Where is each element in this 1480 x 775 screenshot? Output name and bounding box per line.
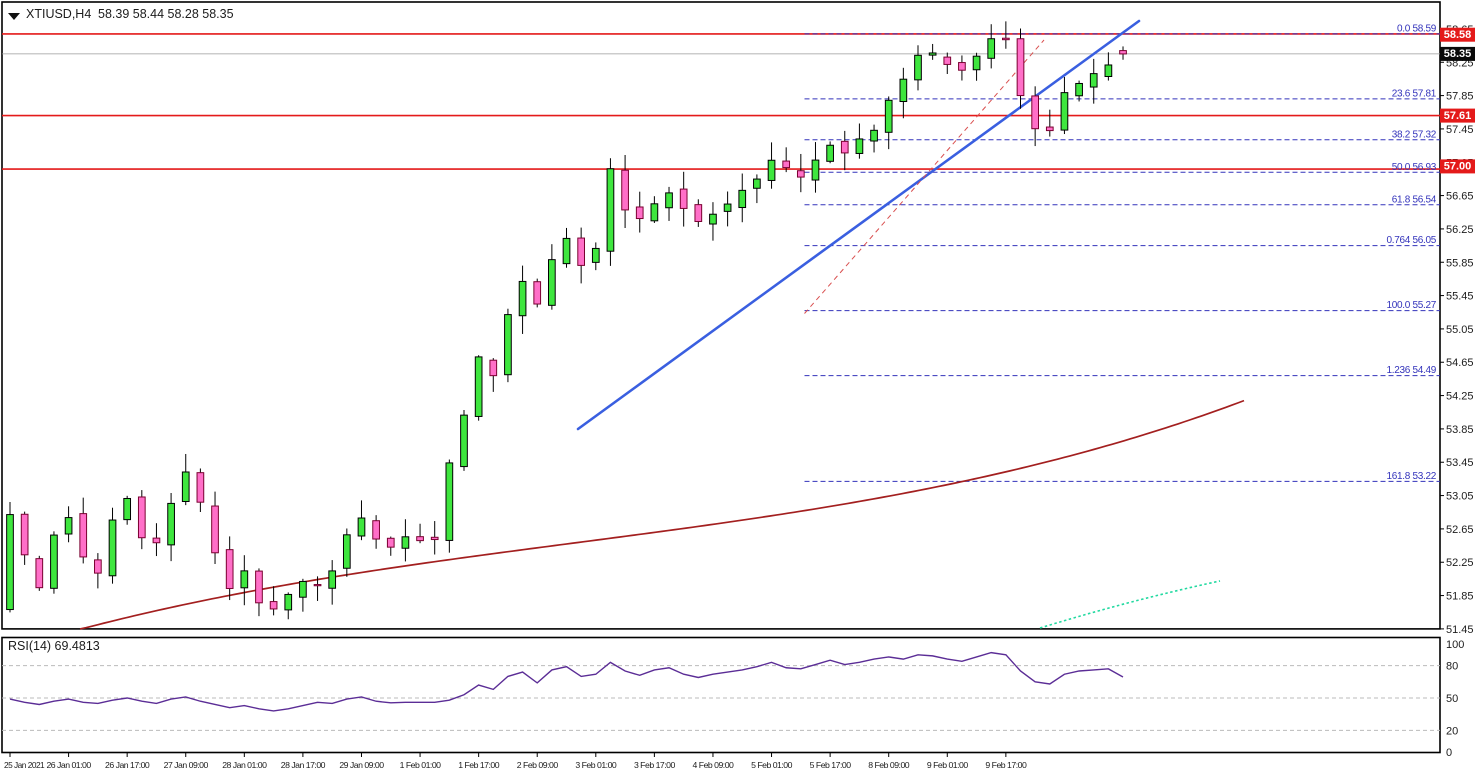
svg-text:5 Feb 17:00: 5 Feb 17:00 [810, 760, 852, 770]
svg-text:52.65: 52.65 [1446, 524, 1474, 536]
svg-text:55.85: 55.85 [1446, 257, 1474, 269]
svg-text:53.85: 53.85 [1446, 424, 1474, 436]
svg-text:3 Feb 01:00: 3 Feb 01:00 [575, 760, 617, 770]
svg-text:51.85: 51.85 [1446, 591, 1474, 603]
svg-text:56.65: 56.65 [1446, 191, 1474, 203]
svg-text:52.25: 52.25 [1446, 557, 1474, 569]
svg-text:4 Feb 09:00: 4 Feb 09:00 [693, 760, 735, 770]
svg-text:53.45: 53.45 [1446, 457, 1474, 469]
svg-text:26 Jan 17:00: 26 Jan 17:00 [105, 760, 150, 770]
svg-text:29 Jan 09:00: 29 Jan 09:00 [339, 760, 384, 770]
svg-text:0.764 56.05: 0.764 56.05 [1386, 235, 1436, 246]
svg-text:57.61: 57.61 [1444, 110, 1472, 122]
svg-text:58.35: 58.35 [1444, 48, 1472, 60]
svg-text:161.8 53.22: 161.8 53.22 [1386, 471, 1436, 482]
svg-text:9 Feb 17:00: 9 Feb 17:00 [985, 760, 1027, 770]
svg-text:61.8 56.54: 61.8 56.54 [1392, 194, 1437, 205]
svg-text:5 Feb 01:00: 5 Feb 01:00 [751, 760, 793, 770]
svg-text:0.0 58.59: 0.0 58.59 [1397, 23, 1437, 34]
svg-text:57.85: 57.85 [1446, 91, 1474, 103]
svg-text:23.6 57.81: 23.6 57.81 [1392, 88, 1437, 99]
svg-text:57.00: 57.00 [1444, 161, 1472, 173]
svg-text:RSI(14) 69.4813: RSI(14) 69.4813 [8, 639, 100, 653]
svg-text:58.39 58.44 58.28 58.35: 58.39 58.44 58.28 58.35 [98, 7, 234, 21]
svg-text:20: 20 [1446, 725, 1458, 737]
svg-text:50: 50 [1446, 693, 1458, 705]
svg-text:50.0 56.93: 50.0 56.93 [1392, 162, 1437, 173]
svg-text:1 Feb 01:00: 1 Feb 01:00 [400, 760, 442, 770]
svg-text:56.25: 56.25 [1446, 224, 1474, 236]
svg-text:57.45: 57.45 [1446, 124, 1474, 136]
svg-text:80: 80 [1446, 661, 1458, 673]
svg-text:1 Feb 17:00: 1 Feb 17:00 [458, 760, 500, 770]
svg-text:38.2 57.32: 38.2 57.32 [1392, 129, 1437, 140]
svg-text:8 Feb 09:00: 8 Feb 09:00 [868, 760, 910, 770]
svg-text:25 Jan 2021: 25 Jan 2021 [4, 760, 45, 770]
svg-text:55.45: 55.45 [1446, 291, 1474, 303]
svg-text:28 Jan 17:00: 28 Jan 17:00 [281, 760, 326, 770]
svg-text:XTIUSD,H4: XTIUSD,H4 [26, 7, 91, 21]
svg-text:54.25: 54.25 [1446, 391, 1474, 403]
svg-text:3 Feb 17:00: 3 Feb 17:00 [634, 760, 676, 770]
svg-text:0: 0 [1446, 747, 1452, 759]
svg-text:51.45: 51.45 [1446, 624, 1474, 636]
svg-text:26 Jan 01:00: 26 Jan 01:00 [46, 760, 91, 770]
svg-text:1.236 54.49: 1.236 54.49 [1386, 365, 1436, 376]
svg-text:54.65: 54.65 [1446, 357, 1474, 369]
svg-text:53.05: 53.05 [1446, 491, 1474, 503]
svg-text:58.58: 58.58 [1444, 29, 1472, 41]
svg-text:28 Jan 01:00: 28 Jan 01:00 [222, 760, 267, 770]
svg-text:2 Feb 09:00: 2 Feb 09:00 [517, 760, 559, 770]
svg-text:100: 100 [1446, 639, 1464, 651]
svg-text:27 Jan 09:00: 27 Jan 09:00 [164, 760, 209, 770]
svg-text:55.05: 55.05 [1446, 324, 1474, 336]
svg-text:100.0 55.27: 100.0 55.27 [1386, 300, 1436, 311]
svg-text:9 Feb 01:00: 9 Feb 01:00 [927, 760, 969, 770]
